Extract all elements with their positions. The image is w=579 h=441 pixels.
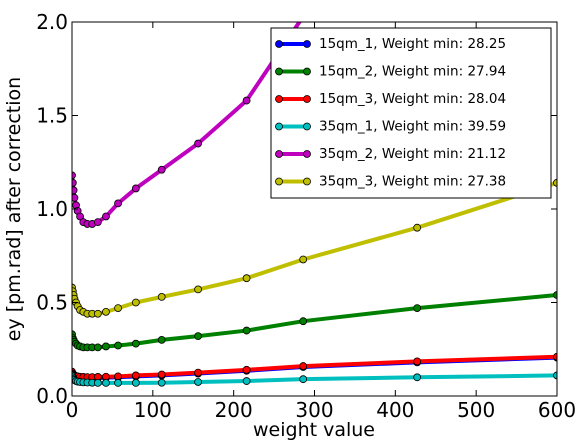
- data-point: [114, 379, 122, 387]
- legend-label: 15qm_1, Weight min: 28.25: [319, 36, 506, 52]
- data-point: [72, 186, 78, 195]
- y-tick-label: 1.0: [36, 197, 68, 221]
- y-axis-label: ey [pm.rad] after correction: [3, 77, 25, 341]
- data-point: [553, 352, 557, 361]
- data-point: [413, 223, 422, 232]
- data-point: [102, 379, 110, 387]
- data-point: [131, 184, 140, 193]
- data-point: [114, 304, 122, 313]
- legend-box: [270, 27, 552, 199]
- legend-marker: [303, 177, 311, 186]
- data-point: [194, 368, 203, 377]
- data-point: [194, 378, 203, 386]
- data-point: [93, 379, 102, 387]
- legend-marker: [275, 95, 283, 103]
- data-point: [131, 339, 140, 348]
- data-point: [114, 372, 122, 381]
- data-point: [157, 165, 166, 174]
- data-point: [131, 371, 140, 380]
- data-point: [553, 371, 557, 380]
- data-point: [194, 285, 203, 294]
- data-point: [102, 307, 110, 316]
- legend-marker: [275, 177, 283, 186]
- legend-marker: [303, 150, 311, 158]
- y-tick-label: 2.0: [36, 10, 68, 34]
- data-point: [157, 335, 166, 344]
- data-point: [93, 218, 102, 226]
- data-point: [102, 212, 110, 221]
- data-point: [131, 298, 140, 307]
- legend-label: 35qm_2, Weight min: 21.12: [319, 146, 506, 162]
- legend-label: 15qm_3, Weight min: 28.04: [319, 91, 506, 107]
- legend-marker: [275, 122, 283, 131]
- x-tick-label: 300: [295, 398, 333, 422]
- legend-marker: [275, 150, 283, 158]
- data-point: [131, 379, 140, 387]
- y-tick-label: 0.0: [36, 384, 68, 408]
- legend-marker: [303, 40, 311, 48]
- data-point: [242, 326, 251, 335]
- data-point: [114, 341, 122, 350]
- data-point: [194, 139, 203, 148]
- data-point: [553, 178, 557, 187]
- data-point: [242, 274, 251, 283]
- data-point: [114, 199, 122, 208]
- legend: 15qm_1, Weight min: 28.25 15qm_2, Weight …: [270, 27, 552, 199]
- data-point: [242, 377, 251, 385]
- legend-marker: [303, 95, 311, 103]
- legend-marker: [275, 40, 283, 48]
- data-point: [242, 96, 251, 105]
- x-tick-label: 400: [376, 398, 414, 422]
- data-point: [93, 343, 102, 352]
- x-tick-label: 0: [66, 398, 79, 422]
- data-point: [157, 292, 166, 301]
- data-point: [72, 178, 77, 187]
- data-point: [553, 291, 557, 299]
- y-tick-label: 1.5: [36, 104, 68, 128]
- legend-label: 35qm_1, Weight min: 39.59: [319, 119, 506, 135]
- legend-label: 35qm_3, Weight min: 27.38: [319, 174, 506, 190]
- data-point: [413, 304, 422, 313]
- data-point: [413, 373, 422, 382]
- data-point: [299, 317, 308, 326]
- y-tick-label: 0.5: [36, 291, 68, 315]
- data-point: [72, 171, 76, 180]
- plot-lines: [72, 13, 557, 387]
- data-point: [194, 332, 203, 341]
- data-point: [413, 357, 422, 366]
- data-point: [299, 375, 308, 384]
- data-point: [157, 378, 166, 387]
- data-point: [300, 13, 307, 20]
- x-tick-label: 200: [215, 398, 253, 422]
- x-tick-label: 600: [538, 398, 576, 422]
- x-tick-label: 500: [457, 398, 495, 422]
- legend-marker: [303, 122, 311, 131]
- data-point: [102, 342, 110, 351]
- data-point: [242, 365, 251, 374]
- data-point: [93, 309, 102, 318]
- legend-marker: [275, 67, 283, 76]
- x-tick-label: 100: [134, 398, 172, 422]
- data-point: [299, 362, 308, 370]
- data-point: [299, 255, 308, 264]
- legend-label: 15qm_2, Weight min: 27.94: [319, 64, 506, 80]
- data-point: [157, 370, 166, 379]
- data-point: [72, 193, 79, 202]
- x-axis-label: weight value: [253, 419, 375, 441]
- legend-marker: [303, 67, 311, 76]
